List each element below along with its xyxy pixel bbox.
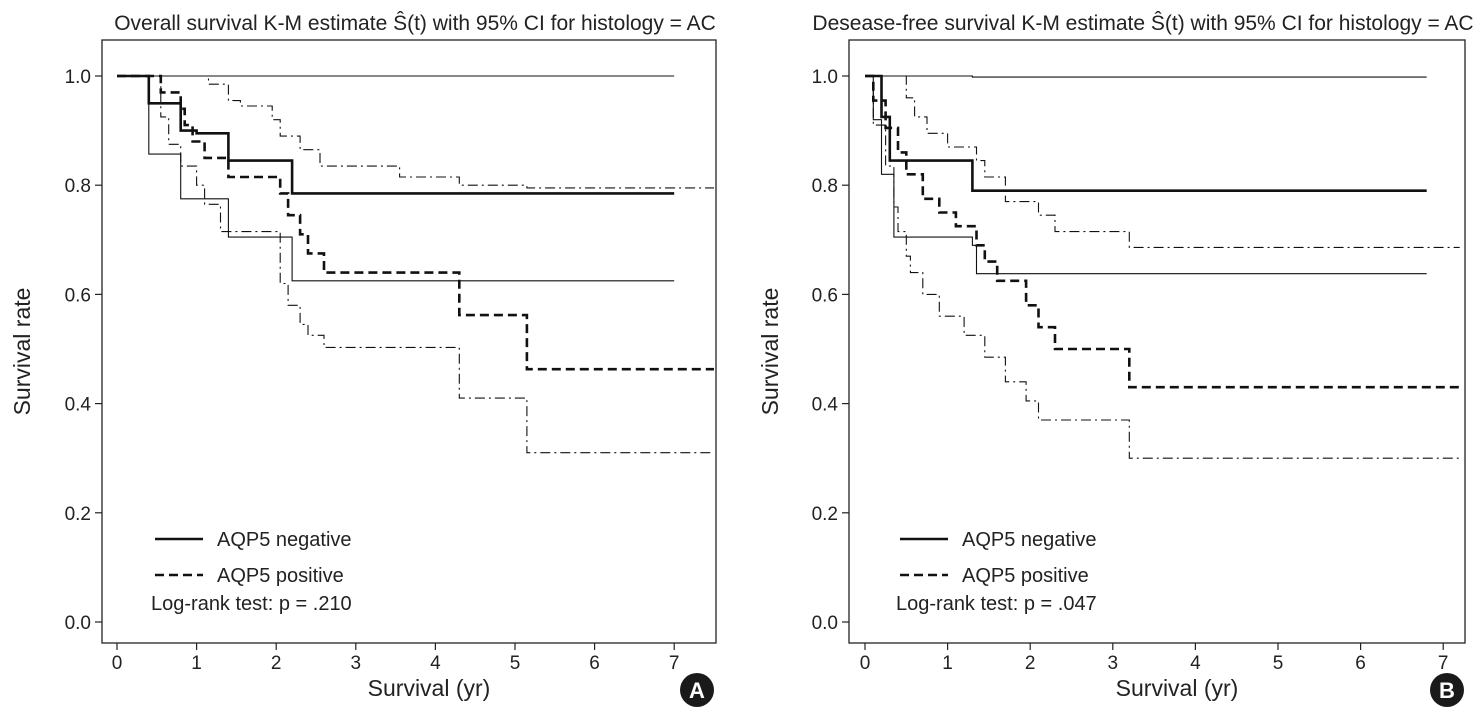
chart-title: Desease-free survival K-M estimate Ŝ(t) … bbox=[812, 12, 1473, 35]
ci-bound-line bbox=[117, 75, 675, 282]
series-line-aqp5-negative bbox=[865, 74, 1427, 192]
chart-title: Overall survival K-M estimate Ŝ(t) with … bbox=[114, 12, 716, 35]
panel-badge bbox=[680, 673, 714, 707]
y-tick-label: 0.6 bbox=[812, 285, 838, 306]
x-tick-label: 4 bbox=[430, 653, 441, 674]
ci-bound-line bbox=[865, 75, 1460, 248]
x-tick-label: 2 bbox=[1025, 653, 1036, 674]
y-tick-label: 1.0 bbox=[812, 67, 838, 88]
y-tick-label: 0.8 bbox=[812, 176, 838, 197]
x-tick-label: 3 bbox=[1108, 653, 1119, 674]
y-axis-label: Survival rate bbox=[757, 288, 783, 416]
logrank-annotation: Log-rank test: p = .210 bbox=[151, 593, 352, 615]
series-line-aqp5-positive bbox=[117, 74, 714, 371]
x-tick-label: 0 bbox=[112, 653, 123, 674]
y-tick-label: 0.2 bbox=[812, 504, 838, 525]
x-tick-label: 0 bbox=[860, 653, 871, 674]
y-tick-label: 0.4 bbox=[65, 395, 92, 416]
y-tick-label: 0.0 bbox=[65, 613, 91, 634]
y-tick-label: 0.8 bbox=[65, 176, 91, 197]
x-tick-label: 2 bbox=[271, 653, 282, 674]
x-tick-label: 5 bbox=[510, 653, 521, 674]
legend-label: AQP5 positive bbox=[962, 565, 1089, 587]
x-tick-label: 1 bbox=[942, 653, 953, 674]
legend-label: AQP5 negative bbox=[217, 529, 352, 551]
x-tick-label: 1 bbox=[191, 653, 202, 674]
y-tick-label: 0.2 bbox=[65, 504, 91, 525]
panel-badge bbox=[1430, 673, 1464, 707]
x-tick-label: 5 bbox=[1273, 653, 1284, 674]
y-tick-label: 1.0 bbox=[65, 67, 91, 88]
ci-bound-line bbox=[117, 75, 714, 454]
x-axis-label: Survival (yr) bbox=[368, 675, 491, 701]
x-axis-label: Survival (yr) bbox=[1116, 675, 1239, 701]
km-chart-panel-B: Desease-free survival K-M estimate Ŝ(t) … bbox=[757, 12, 1474, 707]
series-line-aqp5-negative bbox=[117, 74, 675, 195]
plot-frame bbox=[848, 39, 1466, 644]
x-tick-label: 3 bbox=[351, 653, 362, 674]
y-axis-label: Survival rate bbox=[9, 288, 35, 416]
ci-bound-line bbox=[865, 75, 1427, 275]
logrank-annotation: Log-rank test: p = .047 bbox=[896, 593, 1097, 615]
panel-badge-label: B bbox=[1439, 678, 1455, 703]
km-chart-panel-A: Overall survival K-M estimate Ŝ(t) with … bbox=[9, 12, 717, 707]
x-tick-label: 7 bbox=[1438, 653, 1449, 674]
x-tick-label: 7 bbox=[669, 653, 680, 674]
panel-badge-label: A bbox=[689, 678, 705, 703]
series-line-aqp5-positive bbox=[865, 74, 1460, 389]
x-tick-label: 4 bbox=[1190, 653, 1201, 674]
plot-frame bbox=[101, 39, 717, 644]
legend-label: AQP5 negative bbox=[962, 529, 1097, 551]
ci-bound-line bbox=[865, 75, 1460, 459]
y-tick-label: 0.4 bbox=[812, 395, 839, 416]
y-tick-label: 0.6 bbox=[65, 285, 91, 306]
x-tick-label: 6 bbox=[589, 653, 600, 674]
x-tick-label: 6 bbox=[1355, 653, 1366, 674]
y-tick-label: 0.0 bbox=[812, 613, 838, 634]
ci-bound-line bbox=[117, 75, 714, 189]
ci-bound-line bbox=[865, 75, 1427, 78]
legend-label: AQP5 positive bbox=[217, 565, 344, 587]
